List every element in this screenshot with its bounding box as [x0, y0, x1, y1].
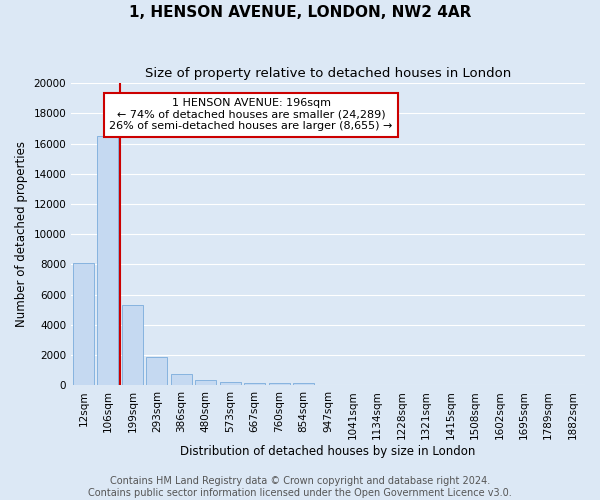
Bar	[269, 383, 290, 386]
Bar	[244, 383, 265, 386]
Bar	[73, 263, 94, 386]
Title: Size of property relative to detached houses in London: Size of property relative to detached ho…	[145, 68, 511, 80]
Bar	[196, 380, 216, 386]
Y-axis label: Number of detached properties: Number of detached properties	[15, 141, 28, 327]
X-axis label: Distribution of detached houses by size in London: Distribution of detached houses by size …	[181, 444, 476, 458]
Text: Contains HM Land Registry data © Crown copyright and database right 2024.
Contai: Contains HM Land Registry data © Crown c…	[88, 476, 512, 498]
Bar	[171, 374, 191, 386]
Bar	[122, 305, 143, 386]
Bar	[97, 136, 118, 386]
Text: 1, HENSON AVENUE, LONDON, NW2 4AR: 1, HENSON AVENUE, LONDON, NW2 4AR	[129, 5, 471, 20]
Bar	[220, 382, 241, 386]
Text: 1 HENSON AVENUE: 196sqm
← 74% of detached houses are smaller (24,289)
26% of sem: 1 HENSON AVENUE: 196sqm ← 74% of detache…	[109, 98, 392, 132]
Bar	[293, 384, 314, 386]
Bar	[146, 358, 167, 386]
